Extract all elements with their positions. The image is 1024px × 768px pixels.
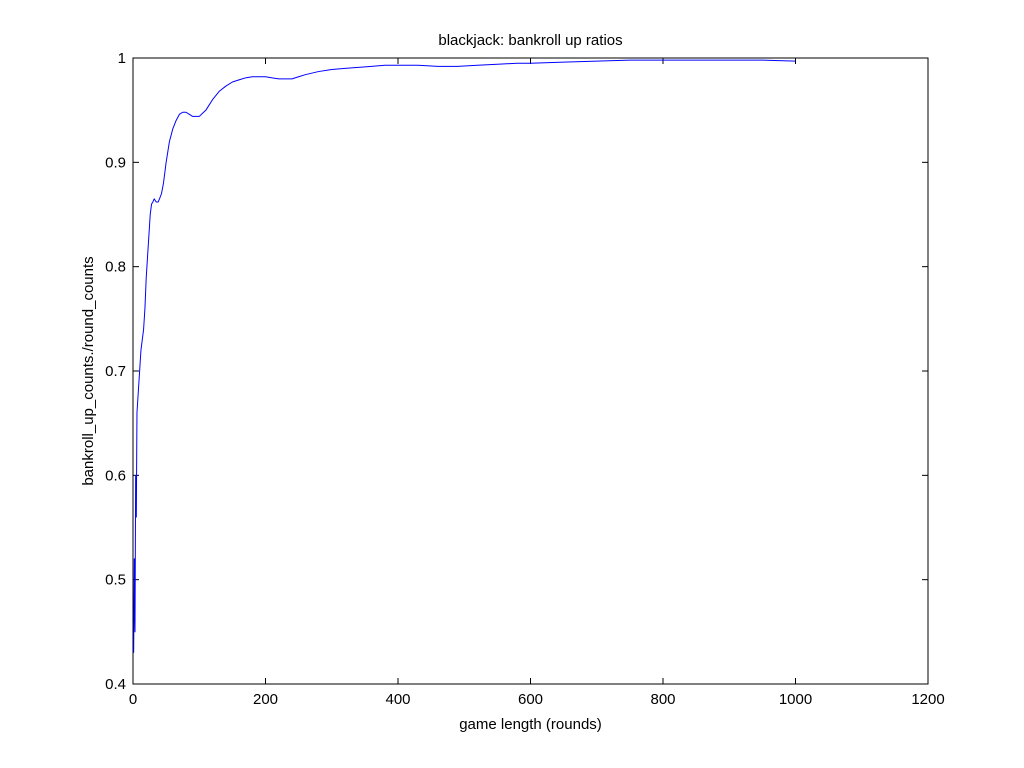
x-axis-label: game length (rounds) xyxy=(459,716,602,733)
y-tick-label: 0.8 xyxy=(105,259,126,276)
x-tick-label: 600 xyxy=(518,691,543,708)
plot-area xyxy=(132,57,929,685)
x-tick-label: 0 xyxy=(129,691,137,708)
series-layer xyxy=(133,59,796,653)
y-tick-label: 0.4 xyxy=(105,676,126,693)
x-tick-label: 400 xyxy=(385,691,410,708)
x-tick-label: 200 xyxy=(253,691,278,708)
y-tick-label: 0.9 xyxy=(105,154,126,171)
y-tick-label: 0.7 xyxy=(105,363,126,380)
y-tick-label: 0.6 xyxy=(105,467,126,484)
y-axis-label: bankroll_up_counts./round_counts xyxy=(80,256,97,485)
axis-ticks: 0 200 400 600 800 1000 1200 0.4 0.5 0.6 0.7 0.8 0.9 1 xyxy=(105,50,945,708)
y-tick-label: 0.5 xyxy=(105,572,126,589)
x-tick-label: 1200 xyxy=(911,691,944,708)
y-tick-label: 1 xyxy=(118,50,126,67)
chart-title: blackjack: bankroll up ratios xyxy=(438,32,622,49)
x-tick-label: 1000 xyxy=(779,691,812,708)
x-tick-label: 800 xyxy=(650,691,675,708)
series-line xyxy=(133,59,796,653)
